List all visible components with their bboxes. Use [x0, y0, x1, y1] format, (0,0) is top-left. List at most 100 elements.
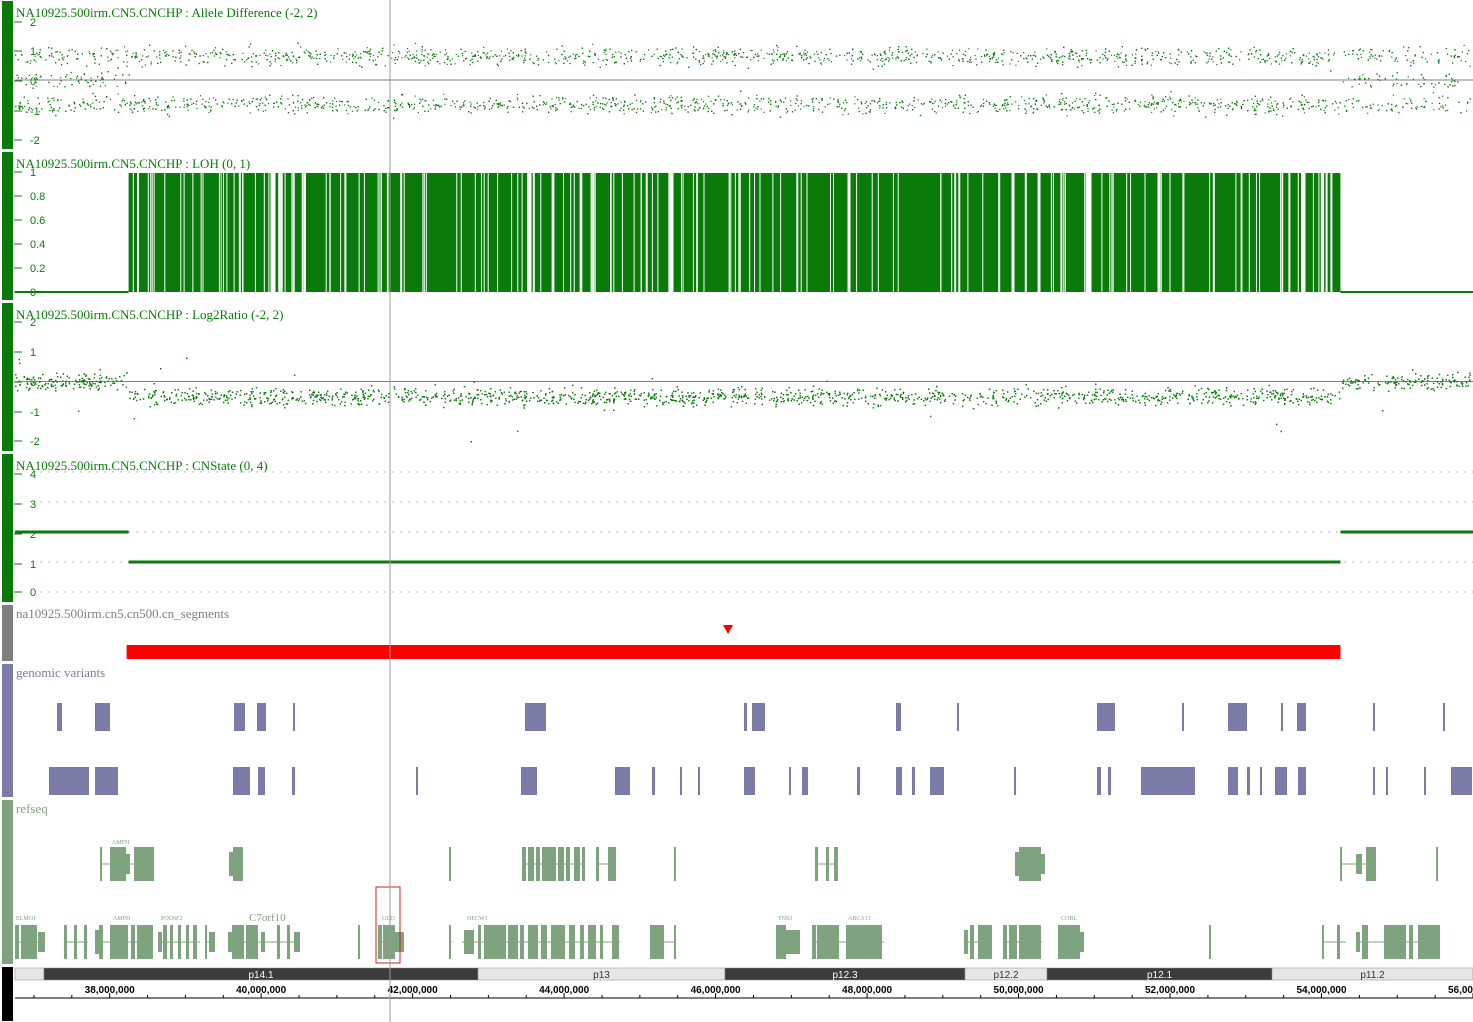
- allele-point: [885, 58, 887, 60]
- allele-point: [342, 58, 344, 60]
- allele-point: [398, 52, 401, 54]
- allele-point: [209, 52, 211, 54]
- allele-point: [188, 104, 190, 106]
- allele-point: [1046, 54, 1048, 56]
- allele-point: [1320, 108, 1322, 111]
- allele-point: [948, 102, 950, 104]
- allele-point: [653, 97, 656, 99]
- allele-point: [692, 52, 694, 54]
- allele-point: [959, 97, 961, 99]
- allele-point: [668, 105, 671, 107]
- allele-point: [1441, 105, 1444, 107]
- allele-point: [517, 99, 519, 101]
- allele-point: [421, 53, 423, 56]
- allele-point: [1119, 57, 1121, 59]
- allele-point: [463, 60, 465, 62]
- allele-point: [1220, 102, 1222, 104]
- allele-point: [605, 53, 607, 56]
- allele-point: [281, 103, 283, 105]
- allele-point: [144, 102, 146, 104]
- allele-point: [63, 56, 65, 58]
- allele-point: [523, 107, 525, 109]
- allele-point: [1360, 53, 1362, 55]
- allele-point: [997, 57, 999, 59]
- allele-point: [1469, 98, 1471, 100]
- allele-point: [555, 63, 558, 65]
- allele-point: [55, 114, 57, 117]
- allele-point: [94, 95, 96, 97]
- allele-point: [352, 55, 354, 57]
- allele-point: [1312, 105, 1314, 107]
- allele-point: [558, 60, 560, 62]
- allele-point: [149, 44, 151, 46]
- allele-point: [1270, 63, 1272, 65]
- allele-point: [885, 53, 887, 55]
- allele-point: [885, 101, 887, 103]
- allele-point: [710, 100, 712, 102]
- allele-point: [1032, 112, 1034, 114]
- allele-point: [1056, 60, 1058, 62]
- allele-point: [1398, 111, 1400, 114]
- allele-point: [509, 55, 511, 57]
- allele-point: [1134, 100, 1137, 102]
- allele-point: [1151, 55, 1153, 57]
- allele-point: [1275, 60, 1277, 62]
- allele-point: [285, 54, 287, 56]
- allele-point: [1299, 57, 1301, 59]
- allele-point: [1434, 84, 1437, 86]
- allele-point: [1362, 50, 1364, 52]
- allele-point: [222, 101, 224, 103]
- allele-point: [149, 100, 151, 102]
- allele-point: [554, 58, 556, 60]
- allele-point: [842, 102, 844, 104]
- allele-point: [462, 102, 465, 104]
- allele-point: [259, 54, 261, 56]
- allele-point: [1229, 61, 1231, 63]
- allele-point: [92, 83, 94, 86]
- allele-point: [684, 105, 686, 107]
- allele-point: [612, 97, 614, 99]
- allele-point: [951, 101, 953, 103]
- allele-point: [653, 96, 655, 98]
- allele-point: [536, 105, 538, 107]
- allele-point: [1117, 57, 1119, 59]
- allele-point: [558, 97, 560, 99]
- allele-point: [760, 98, 762, 100]
- allele-point: [944, 102, 946, 105]
- allele-point: [1259, 49, 1261, 51]
- allele-point: [570, 106, 573, 108]
- allele-point: [724, 110, 726, 112]
- allele-point: [536, 109, 538, 111]
- allele-point: [71, 49, 73, 51]
- allele-point: [886, 107, 888, 109]
- allele-point: [79, 104, 81, 106]
- allele-point: [997, 110, 999, 112]
- allele-point: [1397, 60, 1399, 62]
- allele-point: [1148, 102, 1150, 104]
- allele-point: [462, 105, 464, 107]
- allele-point: [592, 62, 594, 64]
- allele-point: [382, 47, 384, 49]
- allele-point: [1104, 51, 1107, 53]
- allele-point: [976, 64, 978, 66]
- allele-point: [640, 108, 642, 110]
- allele-point: [655, 111, 657, 113]
- allele-point: [962, 60, 964, 62]
- allele-point: [365, 51, 368, 53]
- allele-point: [1042, 97, 1044, 99]
- allele-point: [592, 43, 594, 45]
- allele-point: [1352, 53, 1354, 55]
- allele-point: [1126, 64, 1128, 66]
- allele-point: [942, 52, 944, 54]
- allele-point: [615, 61, 617, 63]
- allele-point: [1050, 54, 1052, 56]
- allele-point: [779, 99, 781, 101]
- allele-point: [296, 62, 298, 64]
- allele-point: [1377, 79, 1379, 81]
- allele-point: [969, 113, 971, 115]
- allele-point: [471, 52, 473, 54]
- allele-point: [734, 53, 736, 55]
- track-label-1: NA10925.500irm.CN5.CNCHP : LOH (0, 1): [16, 156, 250, 171]
- allele-point: [1058, 57, 1061, 59]
